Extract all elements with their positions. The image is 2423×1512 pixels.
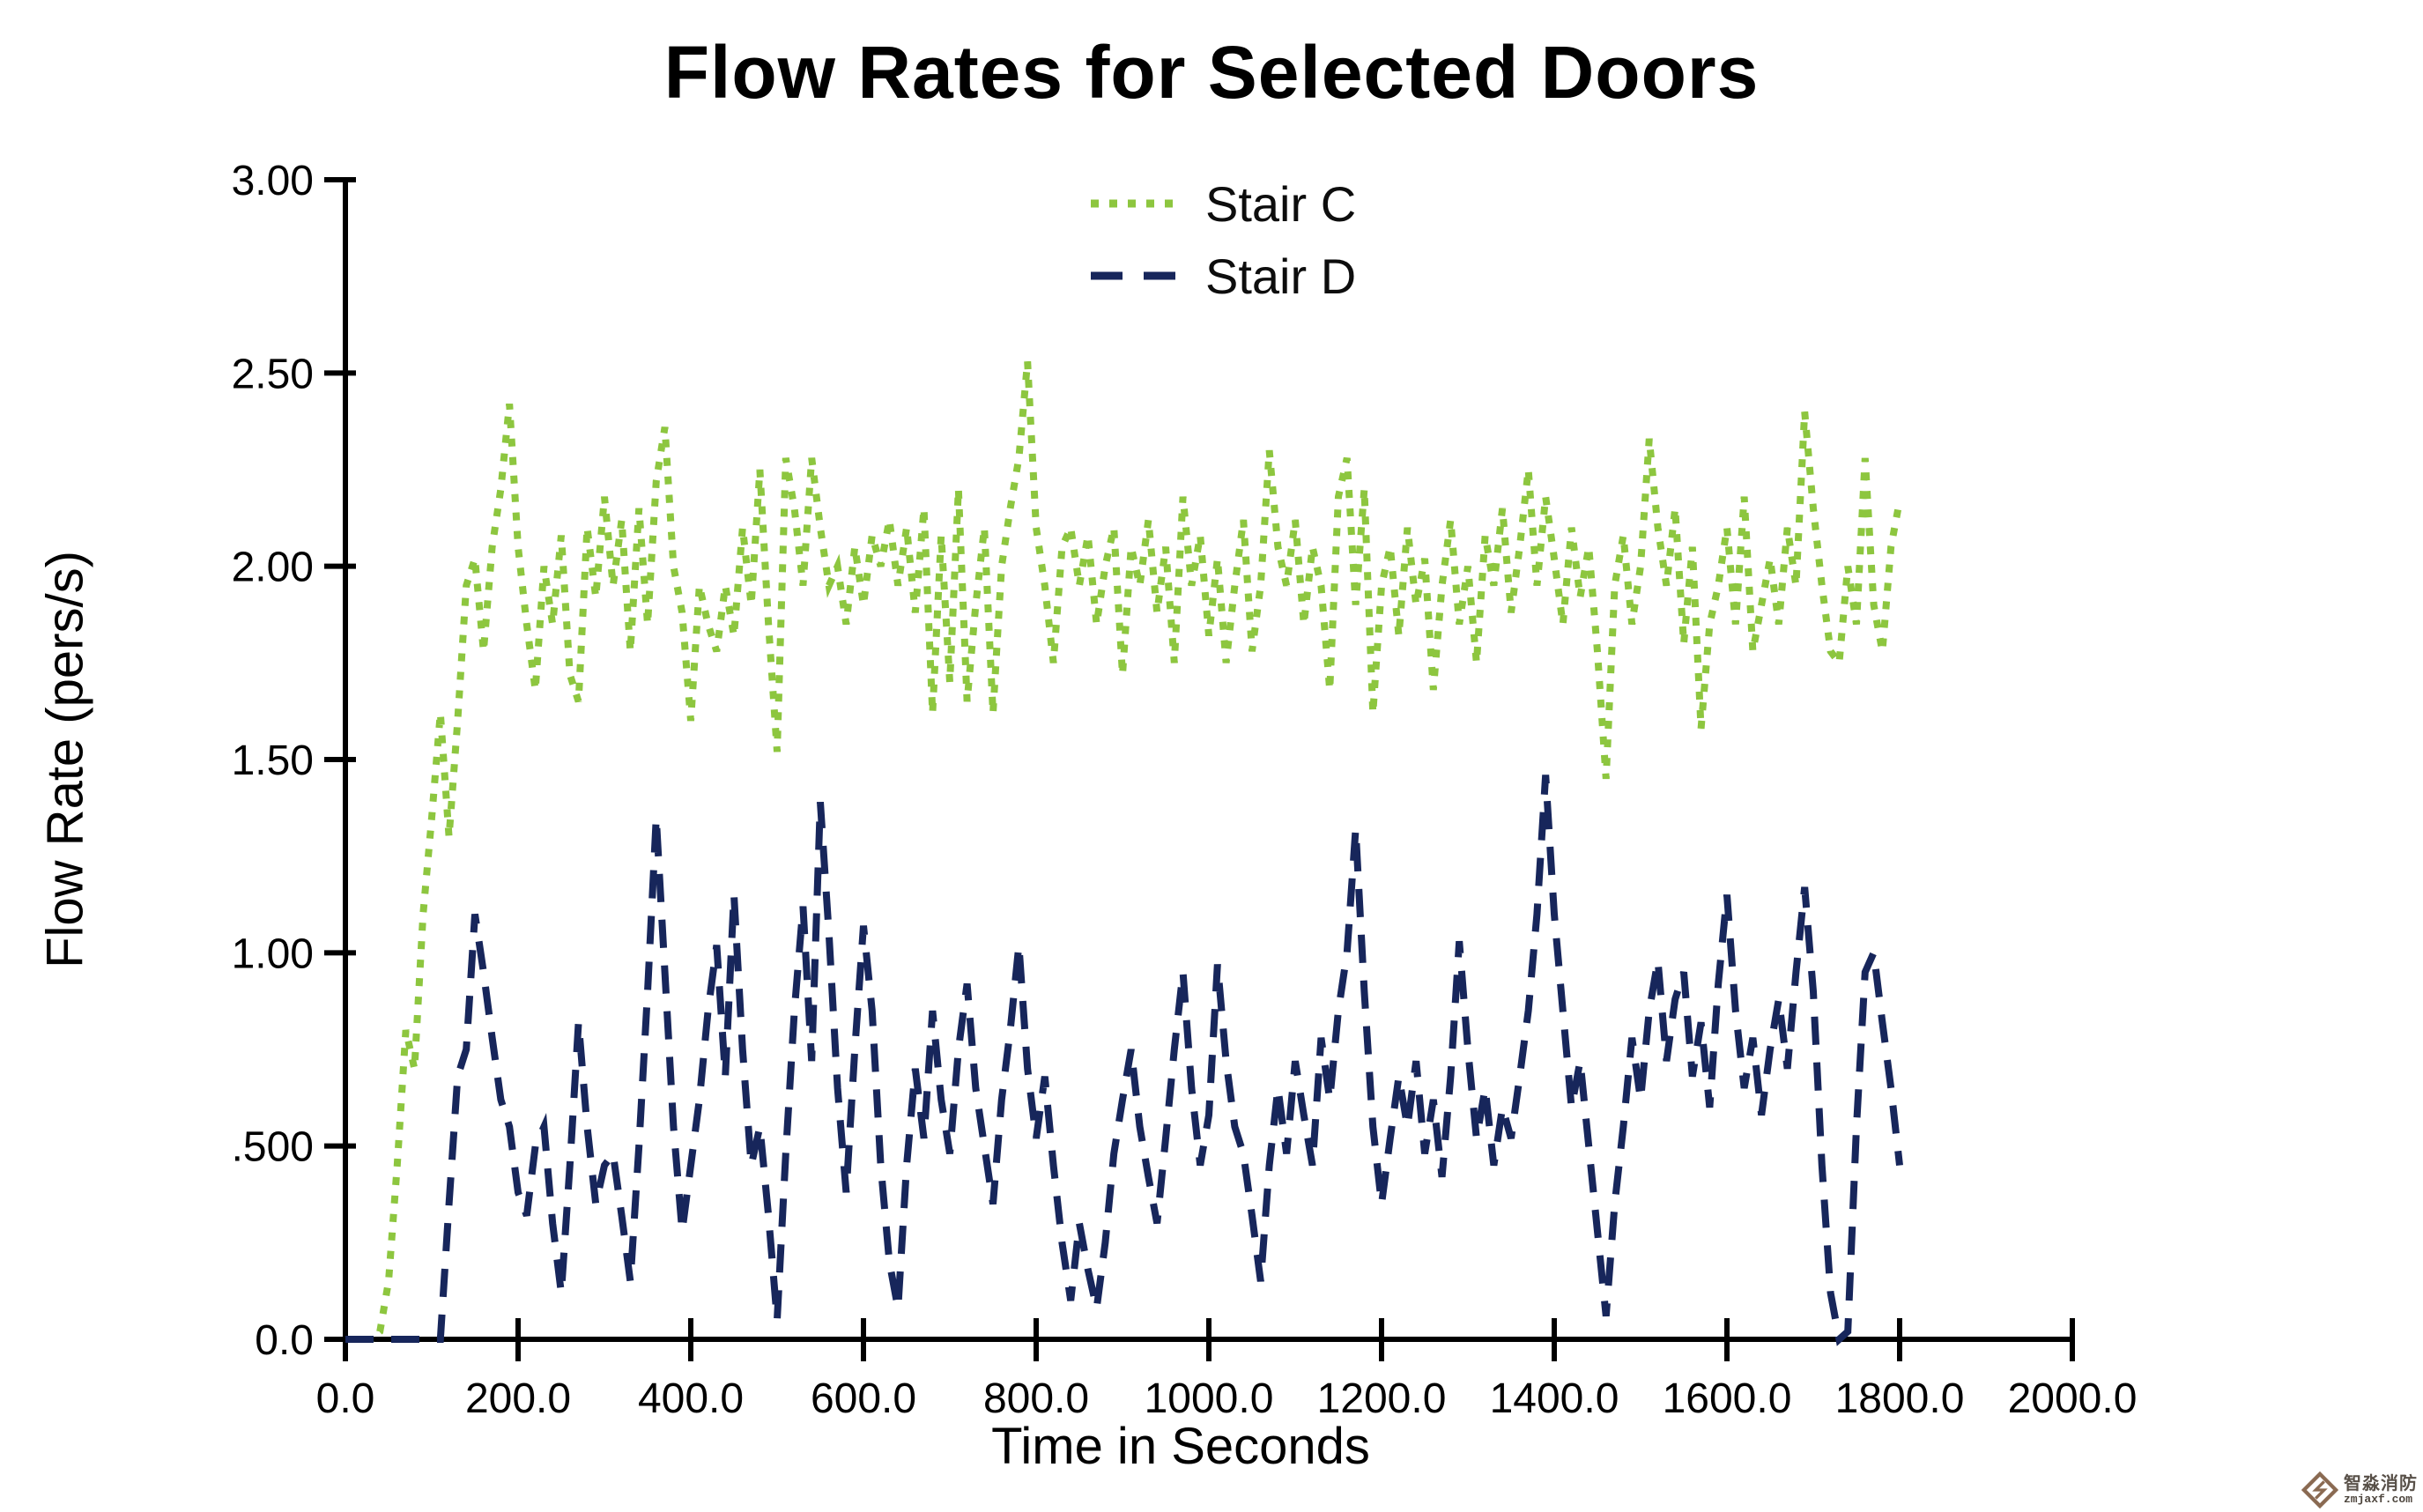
- legend-label-stair-d: Stair D: [1205, 248, 1357, 304]
- stair-d-line-sample-icon: [1091, 271, 1175, 280]
- y-axis-title: Flow Rate (pers/s): [36, 551, 94, 968]
- x-tick-label: 1200.0: [1317, 1375, 1447, 1422]
- legend-item-stair-d: Stair D: [1091, 240, 1356, 312]
- x-tick-label: 1800.0: [1835, 1375, 1965, 1422]
- stair-c-line-sample-icon: [1091, 199, 1175, 208]
- chart-title: Flow Rates for Selected Doors: [663, 31, 1760, 114]
- x-tick-label: 200.0: [465, 1375, 571, 1422]
- series-line-stair-c: [345, 360, 1903, 1343]
- watermark-text: 智淼消防 zmjaxf.com: [2344, 1473, 2418, 1506]
- x-tick-label: 1000.0: [1145, 1375, 1274, 1422]
- y-tick-label: 2.50: [232, 351, 314, 397]
- watermark-domain: zmjaxf.com: [2344, 1492, 2413, 1506]
- legend-label-stair-c: Stair C: [1205, 175, 1357, 232]
- x-tick-label: 800.0: [983, 1375, 1089, 1422]
- y-tick-label: 1.50: [232, 737, 314, 784]
- y-tick-label: 1.00: [232, 930, 314, 977]
- y-tick-label: 2.00: [232, 545, 314, 591]
- legend-item-stair-c: Stair C: [1091, 167, 1356, 240]
- x-axis-title: Time in Seconds: [991, 1418, 1370, 1475]
- watermark-logo-icon: [2301, 1471, 2338, 1508]
- series-line-stair-d: [345, 775, 1903, 1346]
- x-tick-label: 400.0: [638, 1375, 744, 1422]
- x-tick-label: 1400.0: [1490, 1375, 1619, 1422]
- y-tick-label: 0.0: [255, 1317, 314, 1364]
- watermark-brand: 智淼消防: [2344, 1473, 2418, 1493]
- legend: Stair C Stair D: [1091, 167, 1356, 312]
- x-tick-label: 2000.0: [2008, 1375, 2138, 1422]
- x-tick-label: 600.0: [811, 1375, 916, 1422]
- watermark: 智淼消防 zmjaxf.com: [2301, 1471, 2418, 1508]
- x-tick-label: 0.0: [316, 1375, 375, 1422]
- x-tick-label: 1600.0: [1663, 1375, 1792, 1422]
- y-tick-label: 3.00: [232, 158, 314, 204]
- y-tick-label: .500: [232, 1124, 314, 1171]
